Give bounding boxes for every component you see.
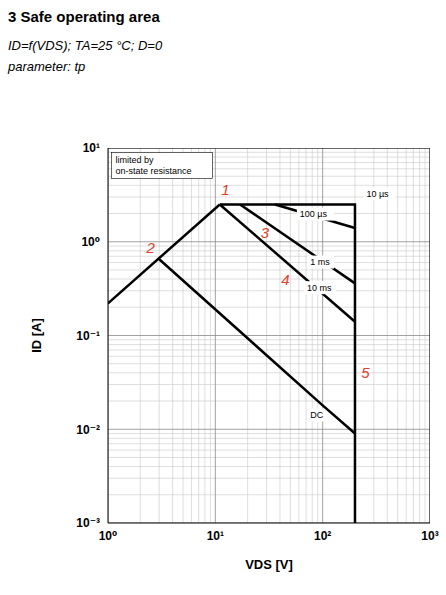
- svg-text:10¹: 10¹: [83, 141, 100, 155]
- svg-text:limited by: limited by: [116, 155, 155, 165]
- svg-text:on-state resistance: on-state resistance: [116, 166, 192, 176]
- svg-text:10¹: 10¹: [207, 529, 224, 543]
- html-text:3 Safe operating area: 3 Safe operating area: [8, 8, 160, 25]
- svg-text:VDS [V]: VDS [V]: [245, 557, 293, 572]
- svg-text:DC: DC: [310, 410, 323, 420]
- svg-text:1 ms: 1 ms: [310, 257, 330, 267]
- svg-text:4: 4: [281, 271, 289, 288]
- svg-text:10⁻²: 10⁻²: [76, 423, 100, 437]
- svg-text:10⁻³: 10⁻³: [76, 516, 100, 530]
- svg-text:10³: 10³: [421, 529, 438, 543]
- svg-text:10⁰: 10⁰: [99, 529, 118, 543]
- svg-text:5: 5: [361, 364, 370, 381]
- svg-text:3: 3: [261, 224, 270, 241]
- html-text:parameter: tp: parameter: tp: [8, 59, 86, 74]
- svg-text:1: 1: [221, 181, 229, 198]
- svg-text:10⁻¹: 10⁻¹: [76, 329, 100, 343]
- svg-text:10²: 10²: [314, 529, 331, 543]
- svg-text:10 ms: 10 ms: [307, 283, 332, 293]
- svg-text:10 µs: 10 µs: [366, 189, 389, 199]
- html-text:ID=f(VDS); TA=25 °C; D=0: ID=f(VDS); TA=25 °C; D=0: [8, 38, 163, 53]
- svg-text:ID [A]: ID [A]: [29, 318, 44, 353]
- svg-text:10⁰: 10⁰: [81, 235, 100, 249]
- svg-text:2: 2: [146, 239, 156, 256]
- svg-text:100 µs: 100 µs: [300, 209, 328, 219]
